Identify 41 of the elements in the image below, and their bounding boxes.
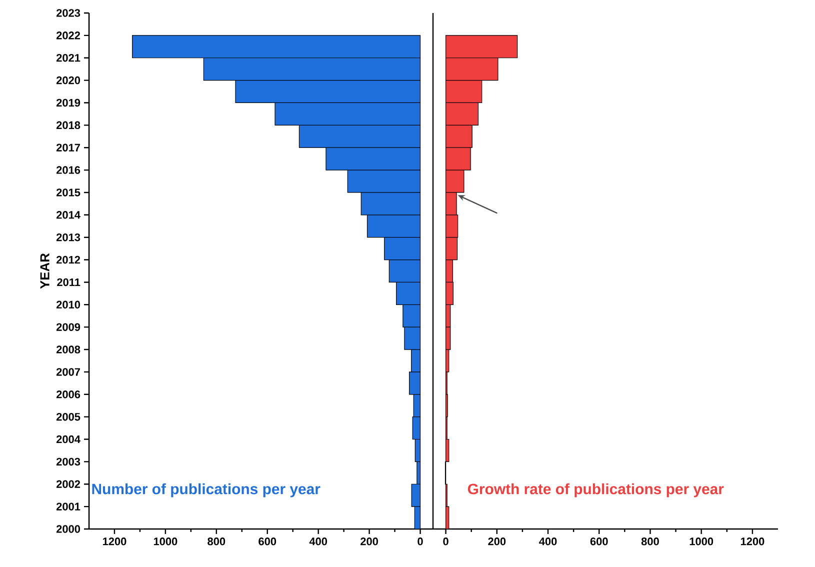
- y-tick-label: 2012: [56, 256, 80, 264]
- x-tick-label: 1200: [102, 538, 126, 546]
- y-tick-label: 2009: [56, 323, 80, 331]
- y-tick-label: 2010: [56, 300, 80, 309]
- y-tick-label: 2018: [56, 121, 80, 130]
- y-tick-label: 2008: [56, 346, 80, 354]
- x-tick-label: 400: [539, 538, 557, 546]
- y-tick-label: 2001: [56, 502, 80, 510]
- y-tick-label: 2004: [56, 435, 80, 444]
- y-tick-label: 2015: [56, 188, 80, 196]
- text: Number of publications per year: [92, 483, 320, 498]
- y-tick-label: 2023: [56, 9, 80, 17]
- y-tick-label: 2006: [56, 390, 80, 398]
- x-tick-label: 200: [360, 538, 378, 546]
- x-tick-label: 0: [443, 538, 448, 546]
- y-tick-label: 2002: [56, 480, 80, 488]
- x-tick-label: 1000: [690, 538, 714, 546]
- y-tick-label: 2020: [56, 76, 80, 84]
- y-tick-label: 2017: [56, 144, 80, 152]
- y-tick-label: 2016: [56, 166, 80, 174]
- y-axis-title: YEAR: [40, 253, 50, 289]
- series-label: Growth rate of publications per year: [468, 483, 724, 498]
- y-tick-label: 2019: [56, 98, 80, 107]
- y-tick-label: 2022: [56, 32, 80, 40]
- y-tick-label: 2014: [56, 211, 80, 219]
- x-tick-label: 800: [208, 538, 226, 546]
- y-tick-label: 2000: [56, 525, 80, 533]
- x-tick-label: 400: [309, 538, 328, 546]
- y-tick-label: 2007: [56, 368, 80, 376]
- y-tick-label: 2021: [56, 54, 80, 62]
- x-tick-label: 800: [641, 538, 659, 546]
- x-tick-label: 1000: [154, 538, 178, 546]
- y-tick-label: 2013: [56, 233, 80, 242]
- x-tick-label: 200: [488, 538, 506, 546]
- x-tick-label: 600: [258, 538, 276, 546]
- y-tick-label: 2011: [57, 278, 80, 286]
- y-tick-label: 2003: [56, 458, 80, 466]
- x-tick-label: 0: [418, 538, 423, 546]
- y-tick-label: 2005: [56, 412, 80, 421]
- x-tick-label: 1200: [740, 538, 764, 546]
- x-tick-label: 600: [590, 538, 608, 546]
